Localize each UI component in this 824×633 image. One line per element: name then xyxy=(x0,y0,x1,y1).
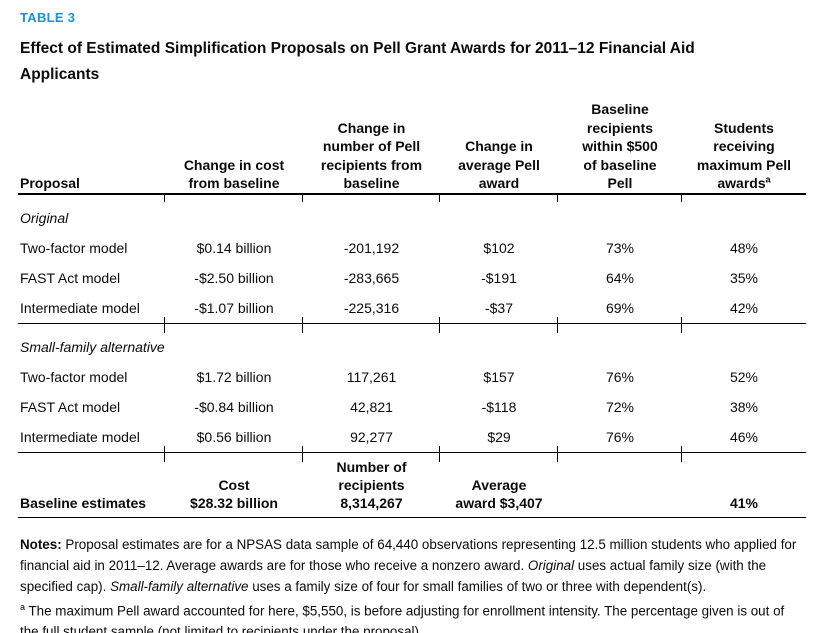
cell-proposal: Two-factor model xyxy=(20,368,128,385)
cell-max-awards: 35% xyxy=(729,269,759,286)
col-header-change-in-cost: Change in cost from baseline xyxy=(165,100,303,201)
footnote-marker-a: a xyxy=(765,174,771,185)
table-row: FAST Act model -$0.84 billion 42,821 -$1… xyxy=(18,392,806,422)
cell-cost: -$0.84 billion xyxy=(194,398,274,415)
cell-average-award: -$118 xyxy=(481,398,517,415)
cell-max-awards: 38% xyxy=(729,398,759,415)
footnote-marker-a: a xyxy=(20,601,26,612)
baseline-estimates-row: Baseline estimates Cost $28.32 billion N… xyxy=(18,452,806,518)
cell-within-500: 69% xyxy=(558,292,682,332)
cell-average-award: -$191 xyxy=(481,269,517,286)
cell-cost: $1.72 billion xyxy=(196,368,272,385)
cell-cost: -$2.50 billion xyxy=(194,269,274,286)
cell-within-500: 76% xyxy=(558,421,682,461)
cell-average-award: -$37 xyxy=(440,292,558,332)
col-header-change-in-recipients: Change in number of Pell recipients from… xyxy=(303,100,440,201)
col-header-students-maximum-pell: Students receiving maximum Pell awardsa xyxy=(682,100,806,195)
data-table: Proposal Change in cost from baseline Ch… xyxy=(18,100,806,518)
cell-proposal: Intermediate model xyxy=(18,421,165,461)
cell-max-awards: 52% xyxy=(729,368,759,385)
table-title-line-2: Applicants xyxy=(20,66,100,83)
section-label-small-family-alternative: Small-family alternative xyxy=(20,338,165,355)
footnote-paragraph: a The maximum Pell award accounted for h… xyxy=(20,601,785,633)
cell-baseline-cost: Cost $28.32 billion xyxy=(165,452,303,518)
section-label-original: Original xyxy=(20,209,69,226)
cell-baseline-recipients: Number of recipients 8,314,267 xyxy=(303,452,440,518)
table-row: Intermediate model $0.56 billion 92,277 … xyxy=(18,421,806,461)
notes-paragraph: Notes: Proposal estimates are for a NPSA… xyxy=(20,536,797,594)
cell-recipients: -201,192 xyxy=(343,239,400,256)
table-row: Intermediate model -$1.07 billion -225,3… xyxy=(18,292,806,332)
cell-average-award: $29 xyxy=(440,421,558,461)
col-header-baseline-recipients-within-500: Baseline recipients within $500 of basel… xyxy=(558,100,682,201)
table-row: Two-factor model $1.72 billion 117,261 $… xyxy=(18,362,806,392)
cell-proposal: FAST Act model xyxy=(20,269,121,286)
cell-within-500: 73% xyxy=(605,239,635,256)
cell-recipients: 92,277 xyxy=(303,421,440,461)
col-header-change-in-average-award: Change in average Pell award xyxy=(440,100,558,201)
cell-recipients: 42,821 xyxy=(350,398,393,415)
cell-baseline-label: Baseline estimates xyxy=(18,452,165,518)
notes-label: Notes: xyxy=(20,536,62,552)
cell-recipients: -283,665 xyxy=(343,269,400,286)
cell-proposal: FAST Act model xyxy=(20,398,121,415)
cell-recipients: -225,316 xyxy=(303,292,440,332)
table-header: Proposal Change in cost from baseline Ch… xyxy=(18,100,806,201)
cell-baseline-max-awards: 41% xyxy=(682,452,806,518)
table-eyebrow: TABLE 3 xyxy=(20,10,76,25)
cell-cost: $0.14 billion xyxy=(196,239,272,256)
table-title-line-1: Effect of Estimated Simplification Propo… xyxy=(20,40,695,57)
cell-average-award: $157 xyxy=(483,368,515,385)
table-row: FAST Act model -$2.50 billion -283,665 -… xyxy=(18,263,806,293)
cell-proposal: Intermediate model xyxy=(18,292,165,332)
cell-within-500: 72% xyxy=(605,398,635,415)
cell-proposal: Two-factor model xyxy=(20,239,128,256)
col-header-proposal: Proposal xyxy=(18,100,165,201)
table-notes: Notes: Proposal estimates are for a NPSA… xyxy=(20,534,806,633)
cell-baseline-average-award: Average award $3,407 xyxy=(440,452,558,518)
table-body: Original Two-factor model $0.14 billion … xyxy=(18,194,806,518)
table-title: Effect of Estimated Simplification Propo… xyxy=(20,36,806,88)
cell-within-500: 64% xyxy=(605,269,635,286)
cell-max-awards: 46% xyxy=(682,421,806,453)
header-row: Proposal Change in cost from baseline Ch… xyxy=(18,100,806,201)
table-row: Two-factor model $0.14 billion -201,192 … xyxy=(18,233,806,263)
cell-average-award: $102 xyxy=(483,239,515,256)
cell-cost: -$1.07 billion xyxy=(165,292,303,332)
cell-within-500: 76% xyxy=(605,368,635,385)
cell-cost: $0.56 billion xyxy=(165,421,303,461)
cell-baseline-within-500 xyxy=(558,452,682,518)
cell-max-awards: 48% xyxy=(729,239,759,256)
cell-recipients: 117,261 xyxy=(346,368,397,385)
cell-max-awards: 42% xyxy=(682,292,806,324)
